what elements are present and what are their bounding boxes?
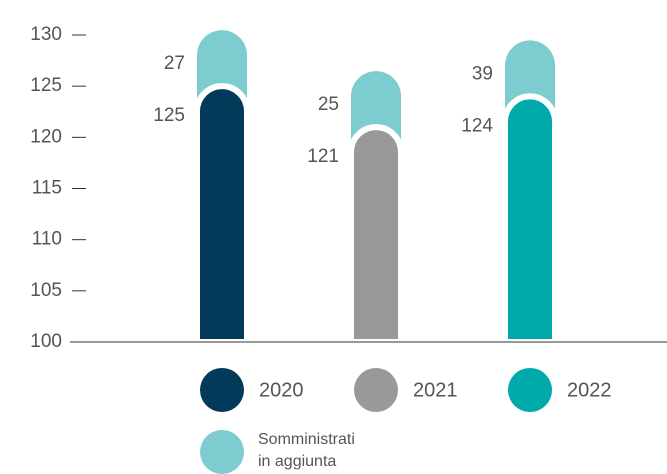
extra-label: 39	[472, 63, 493, 84]
y-tick-label: 110	[32, 229, 62, 250]
y-tick-label: 115	[32, 178, 62, 199]
y-tick-label: 125	[30, 75, 62, 96]
bar-foot	[347, 341, 405, 345]
y-tick-label: 105	[30, 280, 62, 301]
legend-line: Somministrati	[258, 431, 355, 448]
legend-swatch	[200, 430, 244, 474]
value-label: 125	[153, 105, 185, 126]
legend-label: 2022	[567, 379, 612, 401]
bar	[348, 124, 404, 345]
value-label: 124	[461, 115, 493, 136]
legend-label: 2021	[413, 379, 458, 401]
legend-label: 2020	[259, 379, 304, 401]
legend-swatch	[200, 368, 244, 412]
extra-label: 27	[164, 53, 185, 74]
bar	[502, 93, 558, 345]
legend-label: Somministrati in aggiunta	[258, 431, 355, 470]
bar-foot	[501, 341, 559, 345]
legend-line: in aggiunta	[258, 453, 336, 470]
bar-foot	[193, 341, 251, 345]
legend-swatch	[354, 368, 398, 412]
extra-label: 25	[318, 94, 339, 115]
legend-swatch	[508, 368, 552, 412]
y-tick-label: 130	[30, 24, 62, 45]
y-tick-label: 120	[30, 126, 62, 147]
value-label: 121	[307, 146, 339, 167]
bar	[194, 83, 250, 345]
y-tick-label: 100	[30, 331, 62, 352]
